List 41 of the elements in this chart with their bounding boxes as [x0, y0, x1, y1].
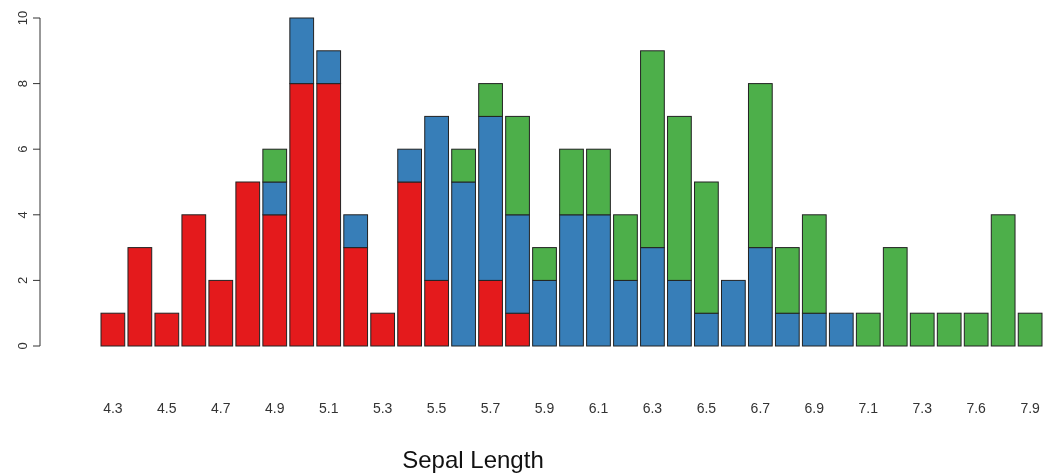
y-tick-label: 6: [15, 145, 30, 153]
x-tick-label: 7.1: [858, 400, 879, 416]
x-axis-title: Sepal Length: [402, 446, 544, 473]
x-tick-label: 6.7: [750, 400, 771, 416]
bar: [208, 279, 234, 347]
x-tick-label: 5.9: [534, 400, 555, 416]
bar: [909, 312, 935, 347]
bar: [721, 279, 746, 347]
bar: [370, 312, 396, 347]
x-tick-label: 6.9: [804, 400, 825, 416]
bar: [1017, 312, 1043, 347]
bar: [855, 312, 881, 347]
bar: [181, 214, 207, 347]
x-tick-label: 5.7: [480, 400, 501, 416]
x-tick-label: 6.5: [696, 400, 717, 416]
x-tick-label: 4.3: [103, 400, 123, 416]
x-tick-label: 4.7: [211, 400, 231, 416]
bar: [963, 312, 989, 347]
x-tick-label: 7.3: [912, 400, 933, 416]
bar: [154, 312, 180, 347]
x-tick-label: 6.3: [642, 400, 663, 416]
x-tick-label: 4.9: [265, 400, 285, 416]
y-tick-label: 4: [15, 211, 30, 219]
x-tick-label: 5.3: [372, 400, 393, 416]
x-tick-label: 7.9: [1020, 400, 1041, 416]
bar: [882, 247, 908, 347]
x-tick-label: 4.5: [157, 400, 177, 416]
bar: [936, 312, 962, 347]
bar: [828, 312, 854, 347]
bar: [235, 181, 261, 347]
y-tick-label: 0: [15, 342, 30, 350]
x-tick-label: 5.5: [426, 400, 447, 416]
y-tick-label: 8: [15, 79, 30, 88]
bar: [990, 214, 1016, 347]
x-tick-label: 6.1: [588, 400, 609, 416]
y-tick-label: 10: [15, 10, 30, 26]
bar: [127, 247, 153, 347]
x-tick-label: 5.1: [318, 400, 339, 416]
bar: [100, 312, 126, 347]
x-tick-label: 7.6: [966, 400, 987, 416]
y-tick-label: 2: [15, 276, 30, 285]
